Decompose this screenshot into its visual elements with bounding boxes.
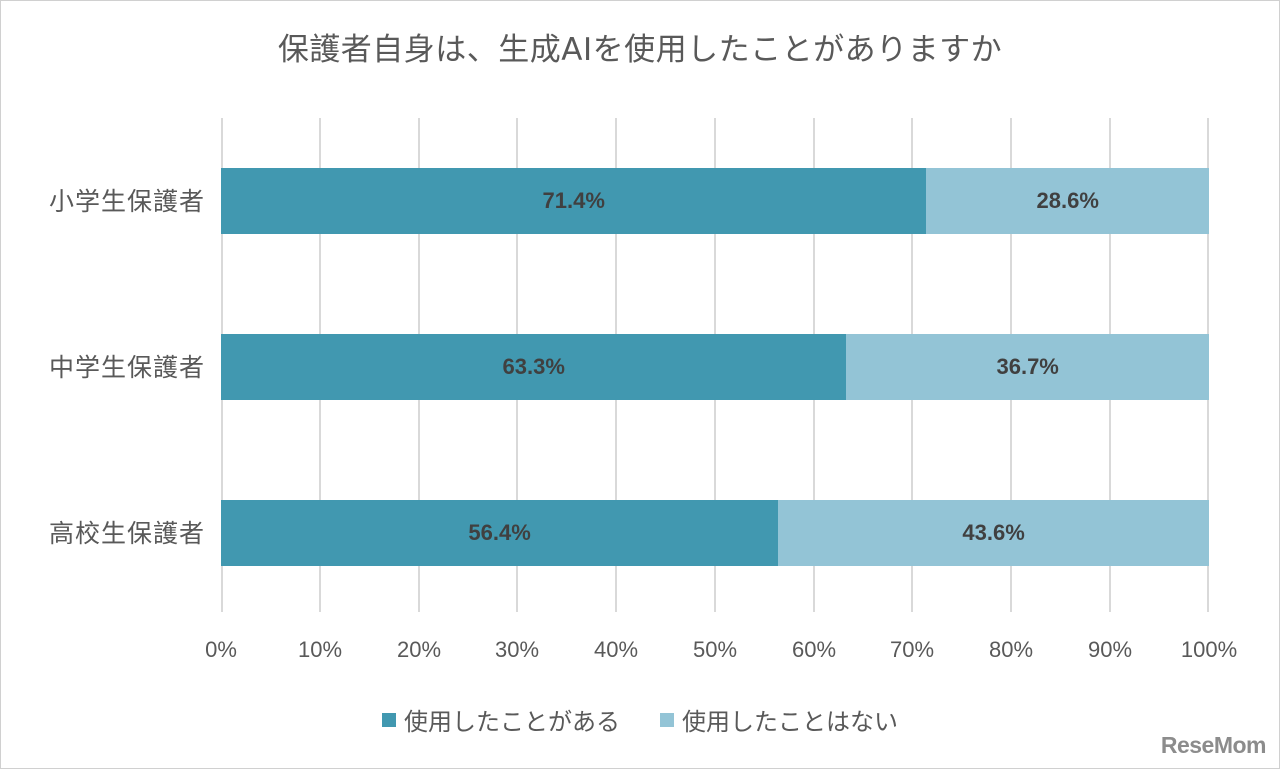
chart-title: 保護者自身は、生成AIを使用したことがありますか — [277, 32, 1003, 68]
plot-area: 71.4% 28.6% 63.3% 36.7% 56.4% 43.6% — [221, 118, 1209, 612]
data-label: 56.4% — [468, 520, 531, 545]
x-tick-label: 0% — [205, 637, 237, 662]
bar-row-elementary: 71.4% 28.6% — [221, 168, 1209, 234]
x-tick-label: 50% — [692, 637, 738, 662]
bar-segment-not-used: 28.6% — [926, 168, 1209, 234]
x-tick-label: 40% — [593, 637, 639, 662]
x-tick-label: 20% — [396, 637, 442, 662]
bar-segment-not-used: 43.6% — [778, 500, 1209, 566]
legend-label: 使用したことがある — [404, 708, 620, 736]
legend: 使用したことがある 使用したことはない — [0, 702, 1280, 737]
bar-segment-not-used: 36.7% — [846, 334, 1209, 400]
legend-item-not-used: 使用したことはない — [660, 702, 898, 737]
data-label: 36.7% — [996, 354, 1059, 379]
data-label: 71.4% — [542, 188, 605, 213]
x-tick-label: 80% — [988, 637, 1034, 662]
legend-label: 使用したことはない — [682, 708, 898, 736]
data-label: 43.6% — [962, 520, 1025, 545]
legend-item-used: 使用したことがある — [382, 702, 620, 737]
bar-segment-used: 63.3% — [221, 334, 847, 400]
bar-row-high-school: 56.4% 43.6% — [221, 500, 1209, 566]
x-tick-label: 10% — [297, 637, 343, 662]
x-tick-label: 90% — [1087, 637, 1133, 662]
legend-swatch-icon — [382, 712, 396, 727]
legend-swatch-icon — [660, 712, 674, 727]
resemom-logo: ReseMom — [1160, 732, 1267, 758]
bar-row-junior-high: 63.3% 36.7% — [221, 334, 1209, 400]
x-tick-label: 60% — [791, 637, 837, 662]
category-label-junior-high: 中学生保護者 — [48, 353, 205, 382]
category-label-elementary: 小学生保護者 — [48, 187, 205, 216]
bar-segment-used: 56.4% — [221, 500, 779, 566]
data-label: 28.6% — [1036, 188, 1099, 213]
x-tick-label: 100% — [1180, 637, 1238, 662]
bar-segment-used: 71.4% — [221, 168, 927, 234]
x-tick-label: 70% — [889, 637, 935, 662]
x-tick-label: 30% — [494, 637, 540, 662]
category-label-high-school: 高校生保護者 — [48, 519, 205, 548]
data-label: 63.3% — [502, 354, 565, 379]
